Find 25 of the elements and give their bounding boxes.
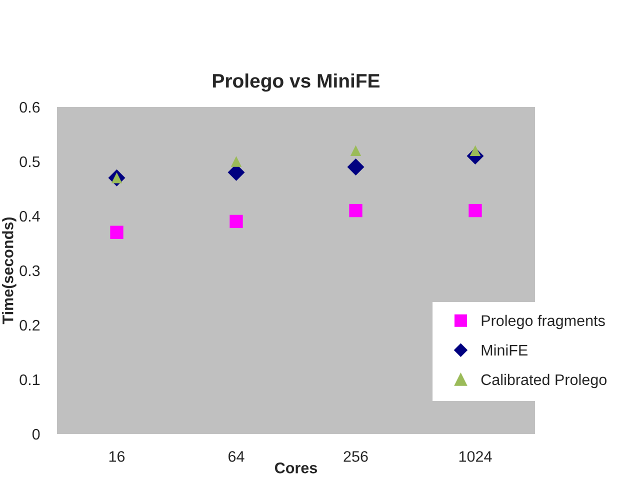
y-tick-label: 0.4	[20, 210, 40, 222]
point	[350, 145, 362, 156]
x-tick-label: 64	[228, 451, 244, 462]
point	[110, 226, 124, 239]
y-tick-label: 0.3	[20, 265, 40, 276]
y-axis-title: Time(seconds)	[2, 217, 16, 324]
y-tick-label: 0.6	[20, 102, 40, 113]
x-tick-label: 256	[344, 451, 368, 462]
point	[230, 214, 243, 228]
point	[470, 145, 481, 156]
legend-label: MiniFE	[482, 344, 528, 356]
chart-title: Prolego vs MiniFE	[213, 73, 380, 92]
legend-label: Calibrated Prolego	[481, 374, 607, 388]
x-tick-label: 1024	[459, 451, 492, 462]
point	[230, 156, 242, 167]
legend-label: Prolego fragments	[482, 314, 605, 330]
x-tick-label: 16	[109, 451, 125, 462]
point	[468, 204, 482, 218]
y-tick-label: 0.5	[20, 156, 40, 168]
y-tick-label: 0	[32, 428, 40, 440]
point	[347, 158, 364, 176]
y-tick-label: 0.1	[20, 374, 40, 386]
y-tick-label: 0.2	[20, 320, 40, 331]
x-axis-title: Cores	[274, 462, 318, 474]
point	[349, 204, 362, 218]
